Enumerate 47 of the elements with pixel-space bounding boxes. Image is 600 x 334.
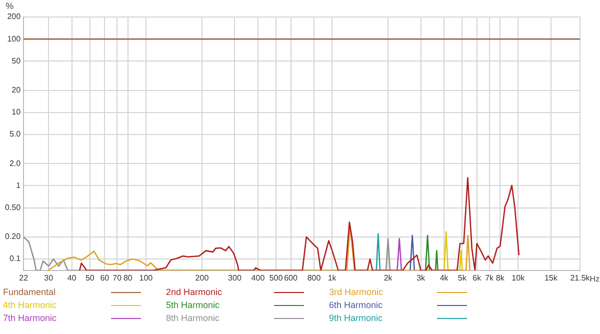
x-tick-label: 6k: [472, 273, 482, 282]
text: 7th Harmonic: [3, 312, 58, 324]
x-tick-label: 50: [85, 273, 95, 282]
series-label: 3rd Harmonic: [329, 286, 384, 298]
x-tick-label: 40: [67, 273, 77, 282]
x-tick-label: 60: [100, 273, 110, 282]
x-tick-label: 300: [228, 273, 242, 282]
x-tick-label: 800: [307, 273, 322, 282]
x-tick-label: 7k: [485, 273, 495, 282]
y-axis-title: %: [6, 0, 14, 11]
y-tick-label: 0.50: [4, 202, 22, 212]
y-tick-label: 50: [12, 56, 22, 66]
x-tick-label: 30: [44, 273, 54, 282]
x-tick-label: 4k: [440, 273, 450, 282]
y-tick-label: 2.0: [9, 158, 22, 168]
y-tick-label: 10: [12, 108, 22, 117]
text: 5th Harmonic: [166, 299, 221, 311]
y-tick-label: 20: [12, 86, 22, 95]
x-tick-label: 21.5k: [570, 273, 591, 282]
y-tick-label: 0.1: [9, 254, 22, 264]
text: 9th Harmonic: [329, 312, 384, 324]
text: 6th Harmonic: [329, 299, 384, 311]
x-tick-label: 22: [19, 273, 29, 282]
x-tick-label: 8k: [496, 273, 506, 282]
x-tick-label: 15k: [544, 273, 558, 282]
x-tick-label: 3k: [416, 273, 426, 282]
x-axis-title: Hz: [590, 274, 600, 284]
x-tick-label: 2k: [384, 273, 394, 282]
x-tick-label: 100: [139, 273, 154, 282]
x-tick-label: 5k: [458, 273, 468, 282]
x-tick-label: 70: [112, 273, 122, 282]
y-tick-label: 5.0: [9, 130, 22, 139]
text: 2nd Harmonic: [166, 286, 224, 298]
x-tick-label: 600: [284, 273, 298, 282]
y-tick-label: 100: [7, 34, 22, 44]
text: 8th Harmonic: [166, 312, 221, 324]
x-tick-label: 400: [251, 273, 266, 282]
x-tick-label: 200: [195, 273, 210, 282]
y-tick-label: 0.20: [4, 232, 22, 242]
text: 4th Harmonic: [3, 299, 58, 311]
x-tick-label: 1k: [328, 273, 338, 282]
text: Fundamental: [3, 286, 57, 298]
x-tick-label: 80: [123, 273, 133, 282]
y-tick-label: 200: [7, 12, 22, 22]
y-tick-label: 1: [16, 180, 22, 190]
x-tick-label: 10k: [512, 273, 526, 282]
x-tick-label: 500: [269, 273, 284, 282]
